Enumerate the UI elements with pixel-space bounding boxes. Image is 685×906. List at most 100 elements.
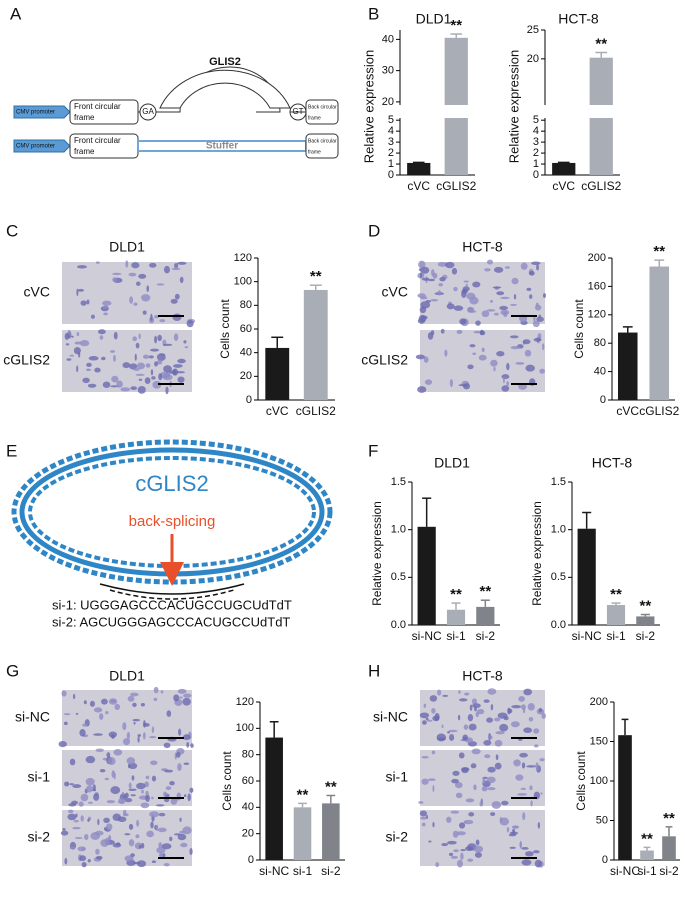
cell-blob [60,830,69,836]
y-tick-label: 2 [533,147,539,159]
cell-blob [77,288,85,292]
y-tick-label: 25 [527,24,539,36]
cell-blob [452,770,460,776]
chart-title: DLD1 [434,455,470,471]
row-label: cGLIS2 [361,352,408,368]
y-tick-label: 120 [234,252,252,264]
cell-blob [183,693,192,698]
cell-blob [89,700,95,707]
cell-blob [418,260,426,269]
cell-blob [165,786,172,791]
chart-title: HCT-8 [558,11,599,27]
cell-blob [137,385,146,394]
cell-blob [133,302,138,306]
cell-blob [93,733,103,736]
y-tick-label: 1.0 [551,524,566,536]
cell-blob [508,833,517,837]
cell-blob [160,690,164,694]
cell-blob [125,260,129,268]
y-tick-label: 1.0 [391,524,406,536]
back-frame-label: frame [308,115,321,121]
cell-blob [504,266,511,269]
cell-blob [467,714,474,722]
cell-blob [417,386,427,393]
cell-blob [447,731,451,734]
cell-blob [150,313,153,322]
x-tick-label: si-2 [659,864,679,878]
cell-blob [129,692,139,697]
cell-blob [437,290,442,296]
cell-blob [521,762,526,769]
cell-blob [538,707,542,713]
y-tick-label: 1.5 [551,476,566,488]
bar-upper-part [589,57,613,105]
bar [552,162,576,175]
cell-blob [499,305,508,311]
y-tick-label: 120 [236,696,254,708]
cell-blob [149,736,157,739]
cell-blob [177,358,186,364]
cell-blob [155,824,159,832]
significance: ** [479,583,491,600]
cell-blob [69,354,75,357]
cell-blob [74,341,82,345]
cell-blob [450,810,460,814]
sequence: si-2: AGCUGGGAGCCCACUGCCUdTdT [52,614,290,629]
cell-blob [113,331,118,340]
cell-blob [111,734,115,739]
cell-blob [138,273,147,279]
cell-blob [482,777,486,785]
cell-blob [111,375,119,383]
cell-blob [419,273,423,278]
cell-blob [491,801,502,809]
cell-blob [85,777,95,786]
cell-blob [525,364,535,372]
y-tick-label: 0 [248,854,254,866]
cell-blob [87,818,90,823]
x-tick-label: cGLIS2 [581,179,621,193]
front-frame-label: frame [74,113,95,122]
cell-blob [538,314,541,319]
cell-blob [528,716,534,722]
cell-blob [520,262,528,270]
y-tick-label: 2 [388,147,394,159]
cell-blob [182,826,192,835]
cell-blob [132,718,141,722]
significance: ** [639,597,651,614]
cell-blob [437,689,442,696]
row-label: si-1 [27,769,50,785]
cell-blob [511,825,520,829]
cell-blob [163,791,167,797]
cell-blob [95,855,103,860]
si-line [99,583,245,595]
cell-blob [518,695,525,702]
cell-blob [156,353,166,361]
y-tick-label: 100 [236,722,254,734]
cell-blob [470,763,477,769]
cell-blob [420,816,428,820]
x-tick-label: si-NC [412,629,442,643]
cell-blob [189,787,194,793]
cell-blob [481,310,490,318]
y-tick-label: 0.5 [551,571,566,583]
cell-blob [472,352,477,356]
cell-blob [61,690,67,697]
cell-blob [487,688,497,695]
cell-blob [67,813,77,821]
panel-label: E [6,441,17,460]
cell-blob [153,686,159,694]
cell-blob [463,724,469,730]
bar-lower-part [589,118,613,175]
cell-blob [533,744,539,748]
cell-blob [445,261,455,269]
y-tick-label: 4 [388,125,394,137]
cell-blob [112,813,121,821]
y-tick-label: 40 [240,347,252,359]
cell-blob [486,259,494,265]
x-tick-label: cVC [616,404,639,418]
front-frame-label: Front circular [74,136,121,145]
cell-blob [457,714,461,721]
cell-blob [137,736,140,743]
cell-blob [99,768,106,773]
